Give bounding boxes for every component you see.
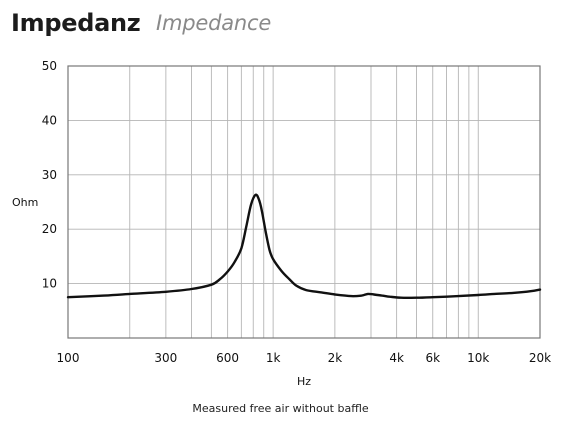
chart-grid [68, 66, 540, 338]
impedance-chart: 10 20 30 40 50 100 300 600 1k 2k 4k 6k 10k 20k Ohm H… [12, 59, 552, 388]
y-tick-label: 40 [42, 113, 57, 127]
chart-title: Impedanz [11, 9, 141, 37]
x-axis-label: Hz [297, 375, 311, 388]
x-tick-label: 20k [529, 351, 551, 365]
y-tick-label: 10 [42, 277, 57, 291]
y-tick-label: 50 [42, 59, 57, 73]
y-axis-label: Ohm [12, 196, 38, 209]
x-tick-label: 2k [328, 351, 343, 365]
x-tick-label: 600 [216, 351, 239, 365]
y-tick-labels: 10 20 30 40 50 [42, 59, 57, 291]
measurement-caption: Measured free air without baffle [192, 402, 369, 415]
x-tick-label: 100 [57, 351, 80, 365]
chart-subtitle: Impedance [156, 11, 272, 35]
x-tick-label: 1k [266, 351, 281, 365]
y-tick-label: 30 [42, 168, 57, 182]
x-tick-label: 6k [425, 351, 440, 365]
y-tick-label: 20 [42, 222, 57, 236]
plot-frame [67, 65, 541, 339]
x-tick-label: 4k [389, 351, 404, 365]
x-tick-label: 10k [467, 351, 489, 365]
x-tick-labels: 100 300 600 1k 2k 4k 6k 10k 20k [57, 351, 552, 365]
impedance-curve [66, 193, 542, 300]
x-tick-label: 300 [154, 351, 177, 365]
